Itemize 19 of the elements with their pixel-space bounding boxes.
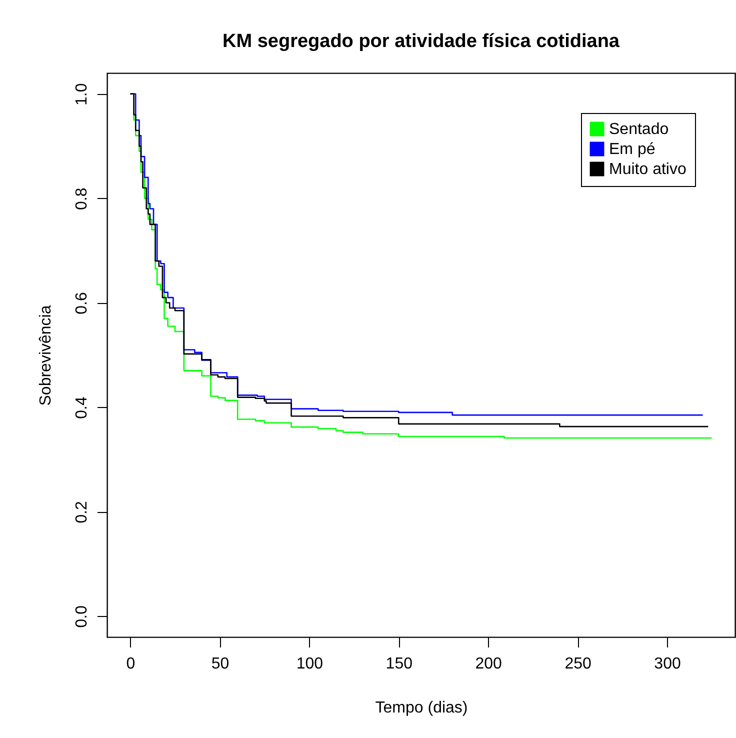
legend-label: Em pé bbox=[609, 141, 656, 158]
y-tick-label: 1.0 bbox=[74, 83, 90, 106]
legend-label: Sentado bbox=[609, 121, 669, 138]
chart-title: KM segregado por atividade física cotidiana bbox=[222, 31, 620, 52]
x-axis-title: Tempo (dias) bbox=[375, 700, 468, 716]
y-tick-label: 0.4 bbox=[74, 396, 90, 419]
x-tick-label: 250 bbox=[564, 656, 592, 672]
y-tick-label: 0.6 bbox=[74, 292, 90, 314]
y-tick-label: 0.8 bbox=[74, 188, 90, 210]
y-tick-label: 0.2 bbox=[74, 500, 90, 524]
legend-label: Muito ativo bbox=[609, 161, 686, 178]
x-tick-label: 200 bbox=[475, 656, 502, 672]
x-tick-label: 100 bbox=[296, 656, 324, 672]
x-tick-label: 0 bbox=[126, 656, 136, 672]
y-tick-label: 0.0 bbox=[74, 605, 90, 628]
y-axis-title: Sobrevivência bbox=[38, 305, 54, 406]
x-tick-label: 150 bbox=[386, 656, 413, 672]
x-tick-label: 50 bbox=[211, 656, 230, 672]
x-tick-label: 300 bbox=[654, 656, 681, 672]
